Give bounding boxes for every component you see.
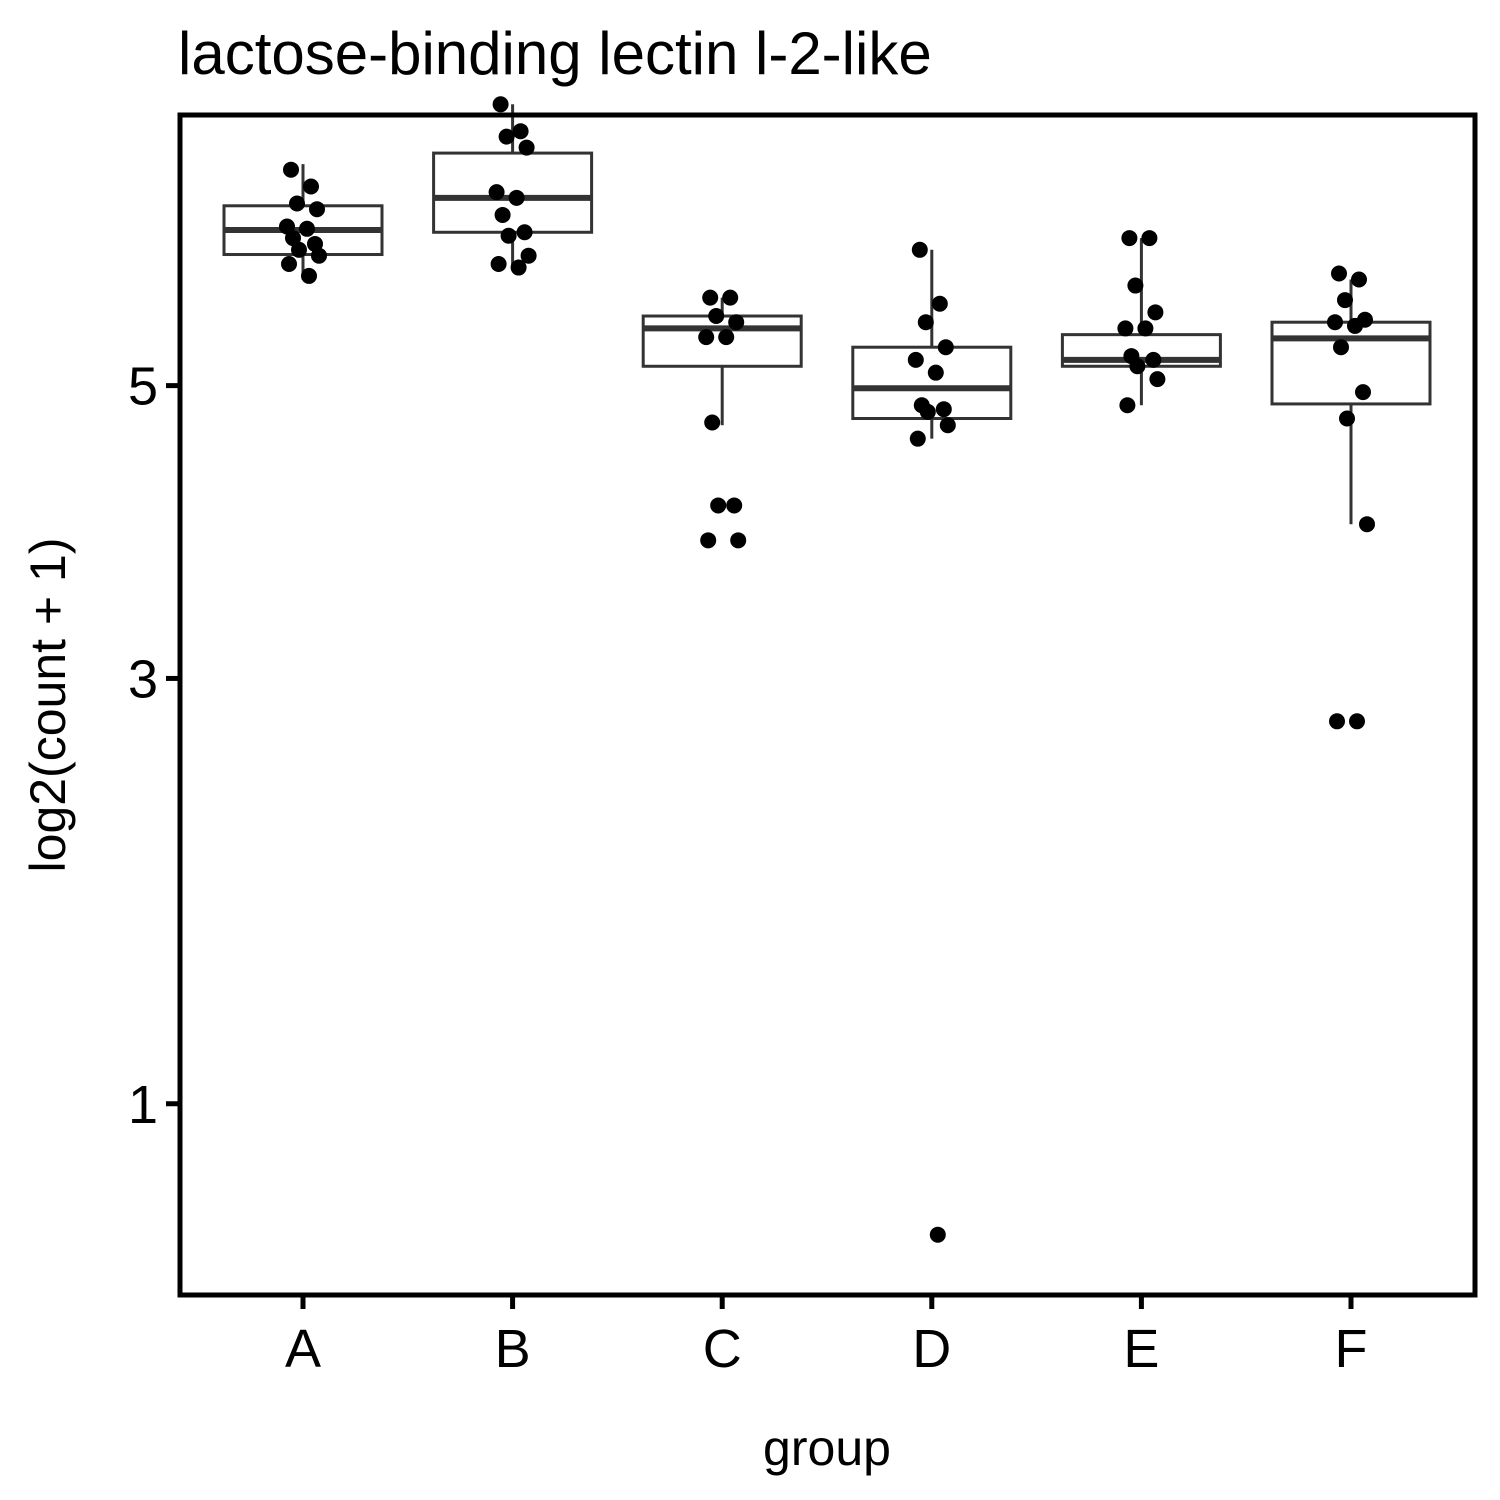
data-point — [1359, 516, 1375, 533]
data-point — [283, 161, 299, 178]
x-tick-label-c: C — [703, 1319, 742, 1379]
data-point — [1337, 292, 1353, 309]
points-group-e — [1117, 230, 1166, 414]
chart-title: lactose-binding lectin l-2-like — [178, 20, 932, 87]
data-point — [1141, 230, 1158, 247]
points-group-c — [698, 289, 747, 549]
data-point — [291, 241, 307, 258]
data-point — [1347, 317, 1363, 334]
x-tick-label-b: B — [495, 1319, 531, 1379]
points-group-d — [907, 241, 956, 1243]
data-point — [301, 267, 317, 284]
box-group-b — [432, 104, 594, 268]
y-tick-label: 5 — [128, 357, 158, 417]
data-point — [289, 195, 305, 212]
data-point — [718, 329, 735, 346]
data-point — [1355, 384, 1371, 401]
y-tick-label: 1 — [128, 1075, 158, 1135]
points-group-b — [488, 96, 537, 276]
x-axis-label: group — [763, 1420, 891, 1476]
data-point — [919, 403, 936, 420]
data-point — [281, 255, 297, 272]
data-point — [494, 206, 511, 223]
data-point — [1147, 304, 1164, 321]
data-point — [931, 295, 948, 312]
box-group-d — [851, 249, 1013, 439]
data-point — [1333, 339, 1349, 356]
data-point — [730, 532, 747, 549]
data-point — [492, 96, 509, 113]
plot-area — [222, 96, 1432, 1243]
data-point — [1329, 713, 1345, 730]
data-point — [498, 128, 515, 145]
y-axis-label: log2(count + 1) — [20, 538, 76, 873]
data-point — [1121, 230, 1138, 247]
data-point — [935, 401, 952, 418]
data-point — [917, 314, 934, 331]
data-point — [698, 329, 715, 346]
plot-panel-border — [177, 112, 1478, 1298]
points-group-a — [279, 161, 327, 284]
data-point — [1339, 410, 1355, 427]
data-point — [510, 259, 527, 276]
data-point — [508, 189, 525, 206]
data-point — [1137, 320, 1154, 337]
data-point — [1119, 397, 1136, 414]
data-point — [927, 364, 944, 381]
data-point — [516, 224, 533, 241]
data-point — [490, 255, 507, 272]
data-point — [728, 314, 745, 331]
data-point — [700, 532, 717, 549]
data-point — [704, 414, 721, 431]
x-tick-label-f: F — [1335, 1319, 1368, 1379]
data-point — [702, 289, 719, 306]
box-iqr — [1270, 320, 1432, 406]
data-point — [1331, 265, 1347, 282]
data-point — [1117, 320, 1134, 337]
data-point — [911, 241, 928, 258]
axes: 1 3 5 A B C D E F — [128, 357, 1368, 1379]
data-point — [939, 417, 956, 434]
data-point — [708, 308, 725, 325]
data-point — [1327, 314, 1343, 331]
data-point — [1349, 713, 1365, 730]
data-point — [722, 289, 739, 306]
data-point — [512, 123, 529, 140]
data-point — [929, 1226, 946, 1243]
box-group-a — [222, 164, 384, 280]
data-point — [726, 497, 743, 514]
x-tick-label-e: E — [1123, 1319, 1159, 1379]
data-point — [500, 227, 517, 244]
x-tick-label-a: A — [285, 1319, 321, 1379]
data-point — [518, 139, 535, 156]
data-point — [710, 497, 727, 514]
data-point — [1149, 371, 1166, 388]
points-group-f — [1327, 265, 1375, 730]
data-point — [299, 220, 315, 237]
data-point — [520, 247, 537, 264]
data-point — [909, 430, 926, 447]
data-point — [937, 339, 954, 356]
y-tick-label: 3 — [128, 649, 158, 709]
data-point — [303, 178, 319, 195]
data-point — [1129, 358, 1146, 375]
data-point — [1145, 351, 1162, 368]
data-point — [1127, 277, 1144, 294]
box-group-f — [1270, 279, 1432, 525]
x-tick-label-d: D — [912, 1319, 951, 1379]
data-point — [488, 184, 505, 201]
data-point — [907, 351, 924, 368]
data-point — [311, 247, 327, 264]
data-point — [1351, 271, 1367, 288]
data-point — [309, 201, 325, 218]
